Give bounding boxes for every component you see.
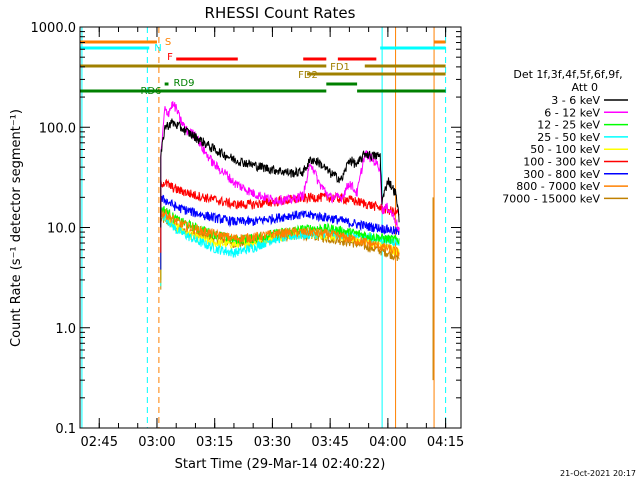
x-tick-label: 03:30 [254, 435, 291, 450]
x-tick-label: 03:00 [138, 435, 175, 450]
legend-label-0: 3 - 6 keV [551, 94, 600, 107]
flag-label-fd1: FD1 [330, 62, 350, 73]
y-tick-label: 1.0 [55, 322, 76, 337]
legend-label-1: 6 - 12 keV [544, 106, 600, 119]
legend-label-5: 100 - 300 keV [523, 156, 600, 169]
series-line-0 [160, 118, 400, 228]
legend-label-6: 300 - 800 keV [523, 168, 600, 181]
flag-label-f: F [167, 52, 173, 63]
y-tick-label: 1000.0 [31, 21, 77, 36]
y-tick-label: 10.0 [47, 222, 76, 237]
y-axis-label: Count Rate (s⁻¹ detector segment⁻¹) [9, 109, 24, 347]
series-line-3 [160, 212, 400, 287]
flag-label-rd6: RD6 [140, 86, 161, 97]
y-tick-label: 0.1 [55, 422, 76, 437]
x-tick-label: 04:00 [369, 435, 406, 450]
flag-label-rd9: RD9 [173, 78, 194, 89]
flag-label-fd2: FD2 [298, 70, 318, 81]
series-line-1 [160, 101, 400, 232]
x-tick-label: 03:45 [311, 435, 348, 450]
legend-header-line-2: Att 0 [572, 81, 598, 94]
flag-label-n: N [154, 43, 161, 54]
legend-label-7: 800 - 7000 keV [516, 180, 600, 193]
y-tick-label: 100.0 [39, 121, 76, 136]
x-tick-label: 03:15 [196, 435, 233, 450]
legend-label-2: 12 - 25 keV [537, 119, 600, 132]
x-tick-label: 04:15 [427, 435, 464, 450]
x-tick-label: 02:45 [81, 435, 118, 450]
footer-timestamp: 21-Oct-2021 20:17 [560, 469, 636, 478]
legend: Det 1f,3f,4f,5f,6f,9f, Att 0 3 - 6 keV6 … [502, 68, 628, 205]
legend-header-line-1: Det 1f,3f,4f,5f,6f,9f, [513, 68, 622, 81]
series-line-7 [160, 209, 400, 283]
plot-area: SNF FD1 FD2 RD9 RD6 0.1 1.0 10.0 100.0 1000.0 02:4… [31, 21, 465, 450]
legend-label-8: 7000 - 15000 keV [502, 192, 600, 205]
legend-label-4: 50 - 100 keV [530, 143, 600, 156]
flag-label-s: S [165, 37, 171, 48]
x-axis-label: Start Time (29-Mar-14 02:40:22) [175, 457, 386, 472]
series-line-5 [160, 178, 400, 253]
chart-title: RHESSI Count Rates [205, 4, 356, 22]
series-line-6 [160, 194, 400, 270]
legend-label-3: 25 - 50 keV [537, 131, 600, 144]
